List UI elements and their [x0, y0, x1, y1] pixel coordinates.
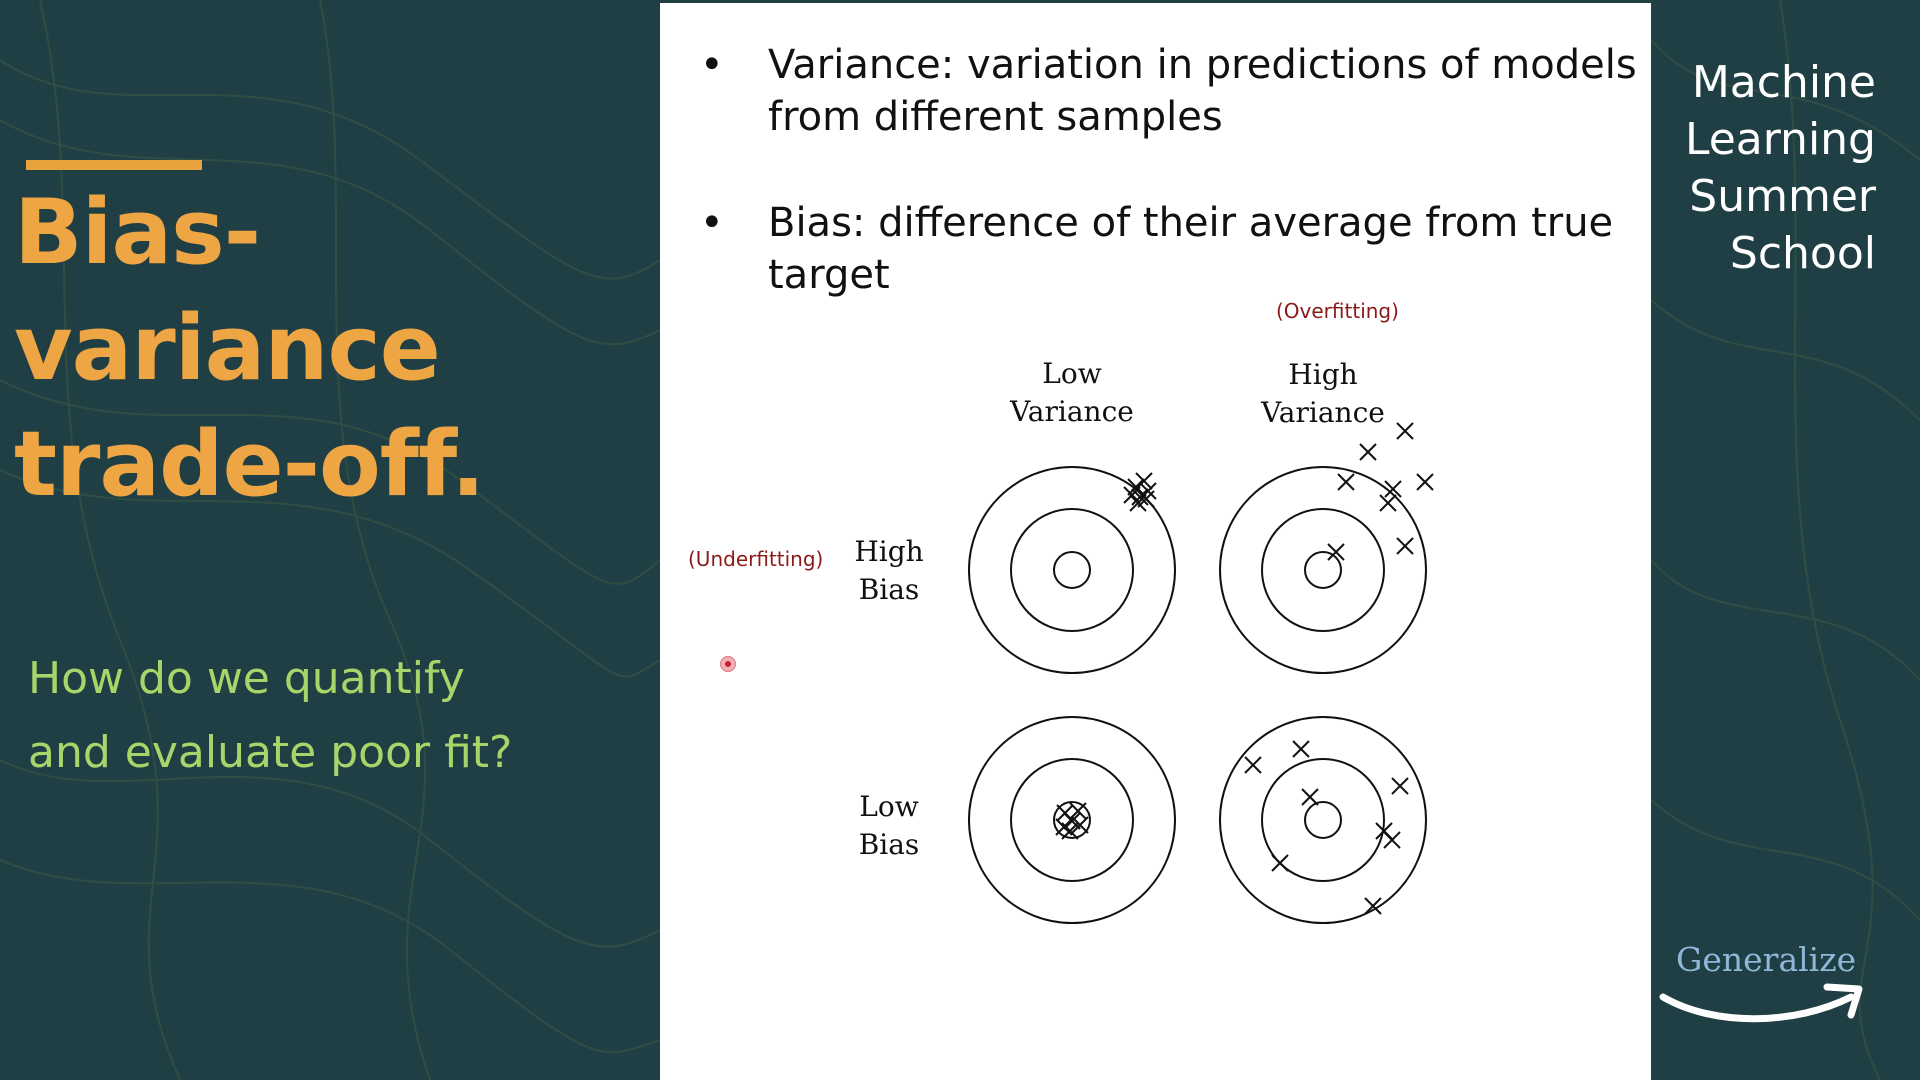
- low-bias-line-2: Bias: [858, 828, 920, 861]
- high-bias-line-2: Bias: [858, 573, 920, 606]
- high-variance-line-1: High: [1288, 358, 1358, 391]
- target-low-bias-high-variance: [1219, 716, 1427, 924]
- bullet-variance-line-1: Variance: variation in predictions of mo…: [768, 42, 1637, 88]
- low-variance-line-2: Variance: [1010, 395, 1134, 428]
- target-low-bias-low-variance: [968, 716, 1176, 924]
- brand-name: Machine Learning Summer School: [1616, 54, 1876, 282]
- title-line-2: trade-off.: [14, 412, 485, 517]
- laser-pointer-icon: [720, 656, 736, 672]
- question-line-2: and evaluate poor fit?: [28, 727, 513, 778]
- predictions-high-bias-high-variance: [1327, 422, 1434, 561]
- target-high-bias-low-variance: [968, 466, 1176, 674]
- column-label-high-variance: High Variance: [1243, 356, 1403, 432]
- target-high-bias-high-variance: [1219, 466, 1427, 674]
- brand-line-3: Summer: [1689, 171, 1876, 222]
- bias-variance-targets: [968, 422, 1434, 924]
- bullet-dot-icon: •: [700, 42, 724, 88]
- generalize-logo-text: Generalize: [1676, 940, 1857, 979]
- title-line-1: Bias-variance: [14, 180, 441, 401]
- high-bias-line-1: High: [854, 535, 924, 568]
- column-label-low-variance: Low Variance: [992, 355, 1152, 431]
- high-variance-line-2: Variance: [1261, 396, 1385, 429]
- row-label-low-bias: Low Bias: [809, 788, 969, 864]
- underfitting-note: (Underfitting): [688, 547, 824, 571]
- question-line-1: How do we quantify: [28, 653, 465, 704]
- bullet-variance-line-2: from different samples: [768, 94, 1223, 140]
- predictions-high-bias-low-variance: [1123, 472, 1157, 512]
- low-bias-line-1: Low: [859, 790, 919, 823]
- slide-title: Bias-variance trade-off.: [14, 175, 654, 523]
- brand-line-2: Learning: [1684, 114, 1876, 165]
- brand-line-1: Machine: [1691, 57, 1876, 108]
- low-variance-line-1: Low: [1042, 357, 1102, 390]
- smile-arrow-icon: [1659, 983, 1863, 1023]
- bullet-list: • Variance: variation in predictions of …: [700, 39, 1640, 355]
- brand-line-4: School: [1729, 228, 1876, 279]
- content-panel: • Variance: variation in predictions of …: [660, 3, 1651, 1080]
- bullet-variance: • Variance: variation in predictions of …: [700, 39, 1640, 143]
- overfitting-note: (Overfitting): [1276, 299, 1399, 323]
- bullet-dot-icon: •: [700, 200, 724, 246]
- row-label-high-bias: High Bias: [809, 533, 969, 609]
- slide-question: How do we quantify and evaluate poor fit…: [28, 642, 628, 790]
- bullet-bias-line-1: Bias: difference of their average from t…: [768, 200, 1614, 246]
- title-accent-bar: [26, 160, 202, 170]
- bullet-bias: • Bias: difference of their average from…: [700, 197, 1640, 301]
- bullet-bias-line-2: target: [768, 252, 890, 298]
